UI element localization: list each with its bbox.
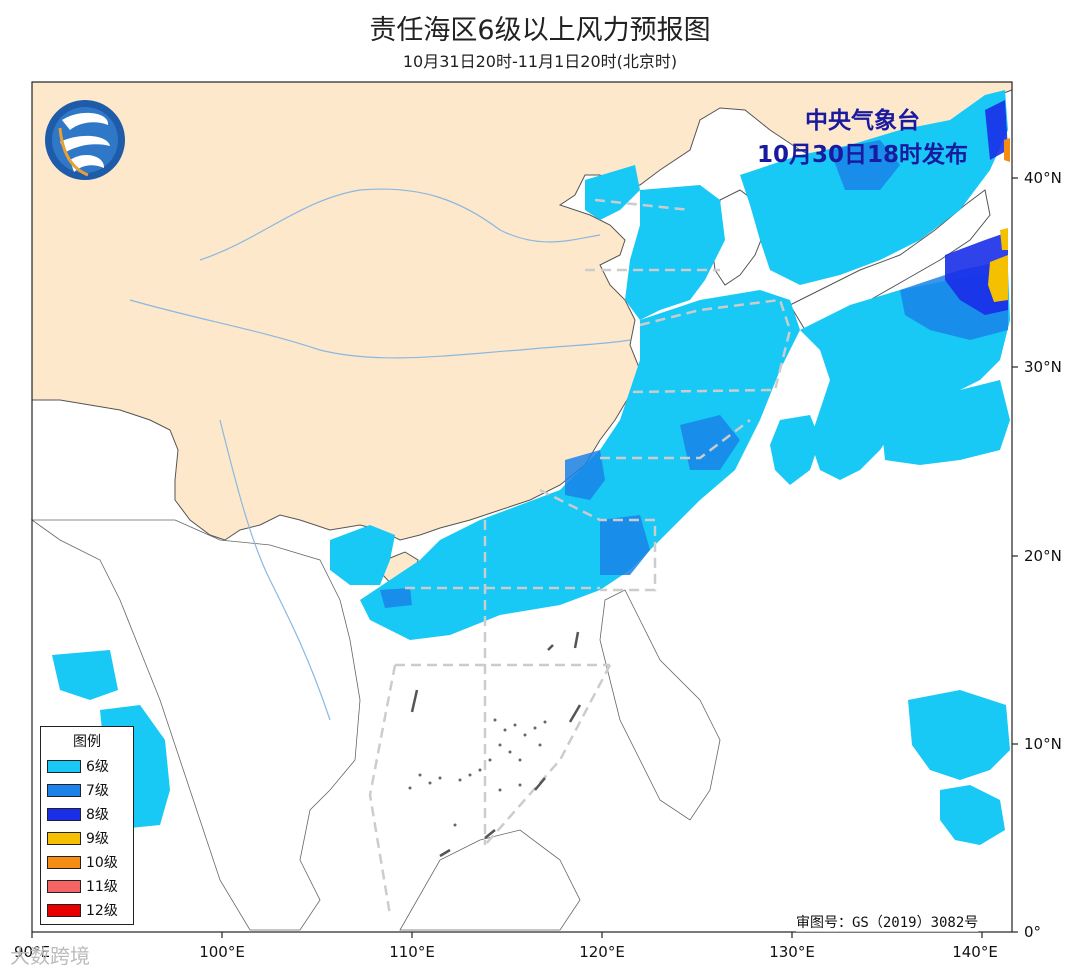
map-title: 责任海区6级以上风力预报图 (369, 15, 711, 46)
axis-ticks (31, 177, 1018, 938)
y-tick-10n: 10°N (1024, 735, 1062, 753)
x-tick-110e: 110°E (389, 943, 435, 961)
legend-item-level6: 6级 (47, 757, 109, 775)
legend-label: 7级 (86, 783, 109, 799)
agency-name: 中央气象台 (804, 108, 920, 134)
review-number: 审图号：GS（2019）3082号 (796, 912, 979, 932)
legend-swatch (47, 759, 81, 773)
watermark-text: 大数跨境 (10, 944, 90, 968)
y-tick-40n: 40°N (1024, 169, 1062, 187)
map-frame (31, 81, 1013, 933)
legend-swatch (47, 879, 81, 893)
x-tick-90e: 90°E (14, 943, 50, 961)
x-tick-100e: 100°E (199, 943, 245, 961)
legend-label: 12级 (86, 903, 118, 919)
nine-dash-line (410, 631, 582, 858)
legend-item-level8: 8级 (47, 805, 109, 823)
wind-zone-level10 (1004, 138, 1010, 162)
agency-block: 中央气象台 10月30日18时发布 (757, 104, 968, 172)
legend-item-level9: 9级 (47, 829, 109, 847)
mekong-river (219, 419, 331, 721)
y-tick-0: 0° (1024, 923, 1041, 941)
legend-swatch (47, 783, 81, 797)
cma-logo (45, 100, 125, 180)
legend-label: 9级 (86, 831, 109, 847)
wind-zone-level9 (988, 228, 1008, 302)
yangtze-river (129, 299, 631, 359)
legend-swatch (47, 903, 81, 917)
issue-time: 10月30日18时发布 (756, 142, 968, 168)
legend-swatch (47, 831, 81, 845)
south-china-sea-islands (408, 718, 547, 827)
y-tick-30n: 30°N (1024, 358, 1062, 376)
y-tick-20n: 20°N (1024, 547, 1062, 565)
legend: 图例 6级 7级 8级 9级 10级 11级 12级 (40, 726, 134, 925)
legend-swatch (47, 807, 81, 821)
legend-item-level11: 11级 (47, 877, 118, 895)
legend-item-level7: 7级 (47, 781, 109, 799)
southeast-asia-land (30, 519, 361, 931)
philippines-land (599, 589, 721, 821)
sea-area-boundaries (368, 198, 792, 916)
legend-item-level12: 12级 (47, 901, 118, 919)
x-tick-130e: 130°E (769, 943, 815, 961)
legend-label: 10级 (86, 855, 118, 871)
legend-label: 11级 (86, 879, 118, 895)
legend-label: 6级 (86, 759, 109, 775)
x-tick-140e: 140°E (952, 943, 998, 961)
map-subtitle: 10月31日20时-11月1日20时(北京时) (402, 52, 678, 71)
legend-item-level10: 10级 (47, 853, 118, 871)
legend-swatch (47, 855, 81, 869)
yellow-river (199, 188, 601, 261)
x-tick-120e: 120°E (579, 943, 625, 961)
borneo-land (399, 829, 581, 931)
legend-title: 图例 (73, 734, 101, 750)
legend-label: 8级 (86, 807, 109, 823)
